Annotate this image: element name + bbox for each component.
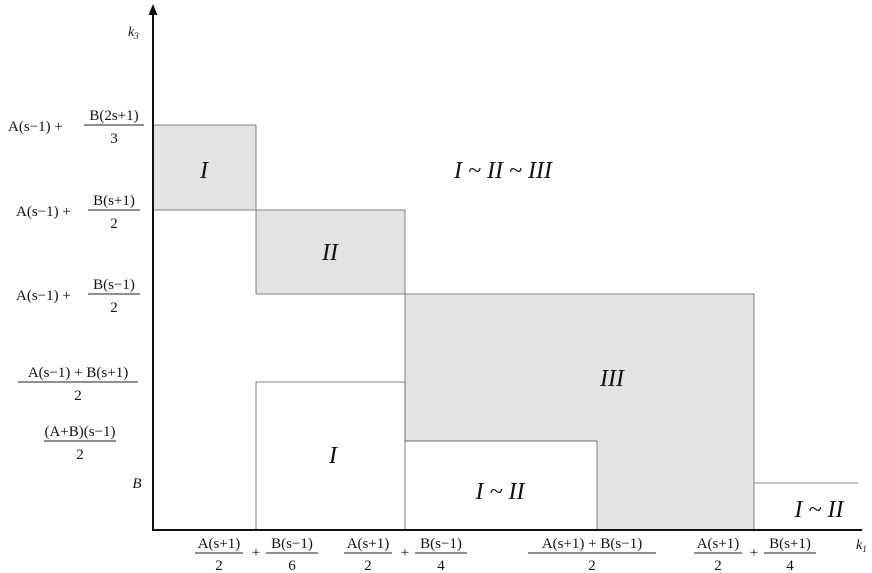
svg-text:B(s+1): B(s+1) [93, 193, 135, 209]
y-axis-arrow [148, 4, 158, 15]
y-tick-6: B [132, 476, 141, 492]
y-tick-2: A(s−1) + B(s+1) 2 [16, 193, 140, 232]
y-tick-1: A(s−1) + B(2s+1) 3 [8, 108, 144, 147]
x-tick-4: A(s+1) 2 + B(s+1) 4 [694, 536, 816, 573]
region-label-top: I ~ II ~ III [453, 158, 553, 184]
svg-text:+: + [750, 545, 758, 561]
y-tick-5: (A+B)(s−1) 2 [44, 424, 116, 463]
svg-text:2: 2 [110, 300, 118, 316]
svg-text:A(s−1) +: A(s−1) + [16, 288, 71, 304]
svg-text:B: B [132, 476, 141, 492]
svg-text:A(s−1) +: A(s−1) + [16, 204, 71, 220]
svg-text:A(s+1): A(s+1) [347, 536, 390, 552]
svg-text:4: 4 [437, 558, 445, 573]
x-tick-3: A(s+1) + B(s−1) 2 [528, 536, 656, 573]
svg-text:3: 3 [110, 131, 118, 147]
svg-text:B(2s+1): B(2s+1) [89, 108, 138, 124]
svg-text:6: 6 [288, 558, 296, 573]
svg-text:4: 4 [786, 558, 794, 573]
region-label-iii: III [599, 366, 625, 392]
region-label-low-ii: I ~ II [475, 479, 526, 505]
svg-text:B(s−1): B(s−1) [93, 277, 135, 293]
svg-text:A(s+1) + B(s−1): A(s+1) + B(s−1) [542, 536, 642, 552]
y-axis-label: k3 [128, 25, 139, 41]
svg-text:2: 2 [215, 558, 223, 573]
svg-text:2: 2 [76, 447, 84, 463]
svg-text:A(s+1): A(s+1) [697, 536, 740, 552]
region-i-shade [152, 124, 257, 211]
svg-text:A(s−1) +: A(s−1) + [8, 119, 63, 135]
svg-text:2: 2 [110, 216, 118, 232]
region-label-low-iii: I ~ II [794, 497, 845, 523]
svg-text:2: 2 [588, 558, 596, 573]
x-axis-label: k1 [856, 538, 867, 554]
region-iii-shade [404, 293, 755, 531]
region-label-ii: II [321, 240, 339, 266]
region-label-i: I [199, 158, 209, 184]
svg-text:(A+B)(s−1): (A+B)(s−1) [44, 424, 115, 440]
svg-text:B(s−1): B(s−1) [420, 536, 462, 552]
svg-text:2: 2 [74, 388, 82, 404]
x-tick-2: A(s+1) 2 + B(s−1) 4 [344, 536, 467, 573]
svg-text:B(s+1): B(s+1) [769, 536, 811, 552]
svg-text:A(s+1): A(s+1) [198, 536, 241, 552]
y-tick-3: A(s−1) + B(s−1) 2 [16, 277, 140, 316]
svg-text:B(s−1): B(s−1) [271, 536, 313, 552]
svg-text:+: + [252, 545, 260, 561]
svg-text:2: 2 [714, 558, 722, 573]
x-tick-1: A(s+1) 2 + B(s−1) 6 [195, 536, 318, 573]
svg-text:2: 2 [364, 558, 372, 573]
region-ii-shade [255, 209, 406, 295]
y-tick-4: A(s−1) + B(s+1) 2 [18, 365, 138, 404]
region-label-low-i: I [328, 443, 338, 469]
svg-text:A(s−1) + B(s+1): A(s−1) + B(s+1) [28, 365, 128, 381]
svg-text:+: + [401, 545, 409, 561]
